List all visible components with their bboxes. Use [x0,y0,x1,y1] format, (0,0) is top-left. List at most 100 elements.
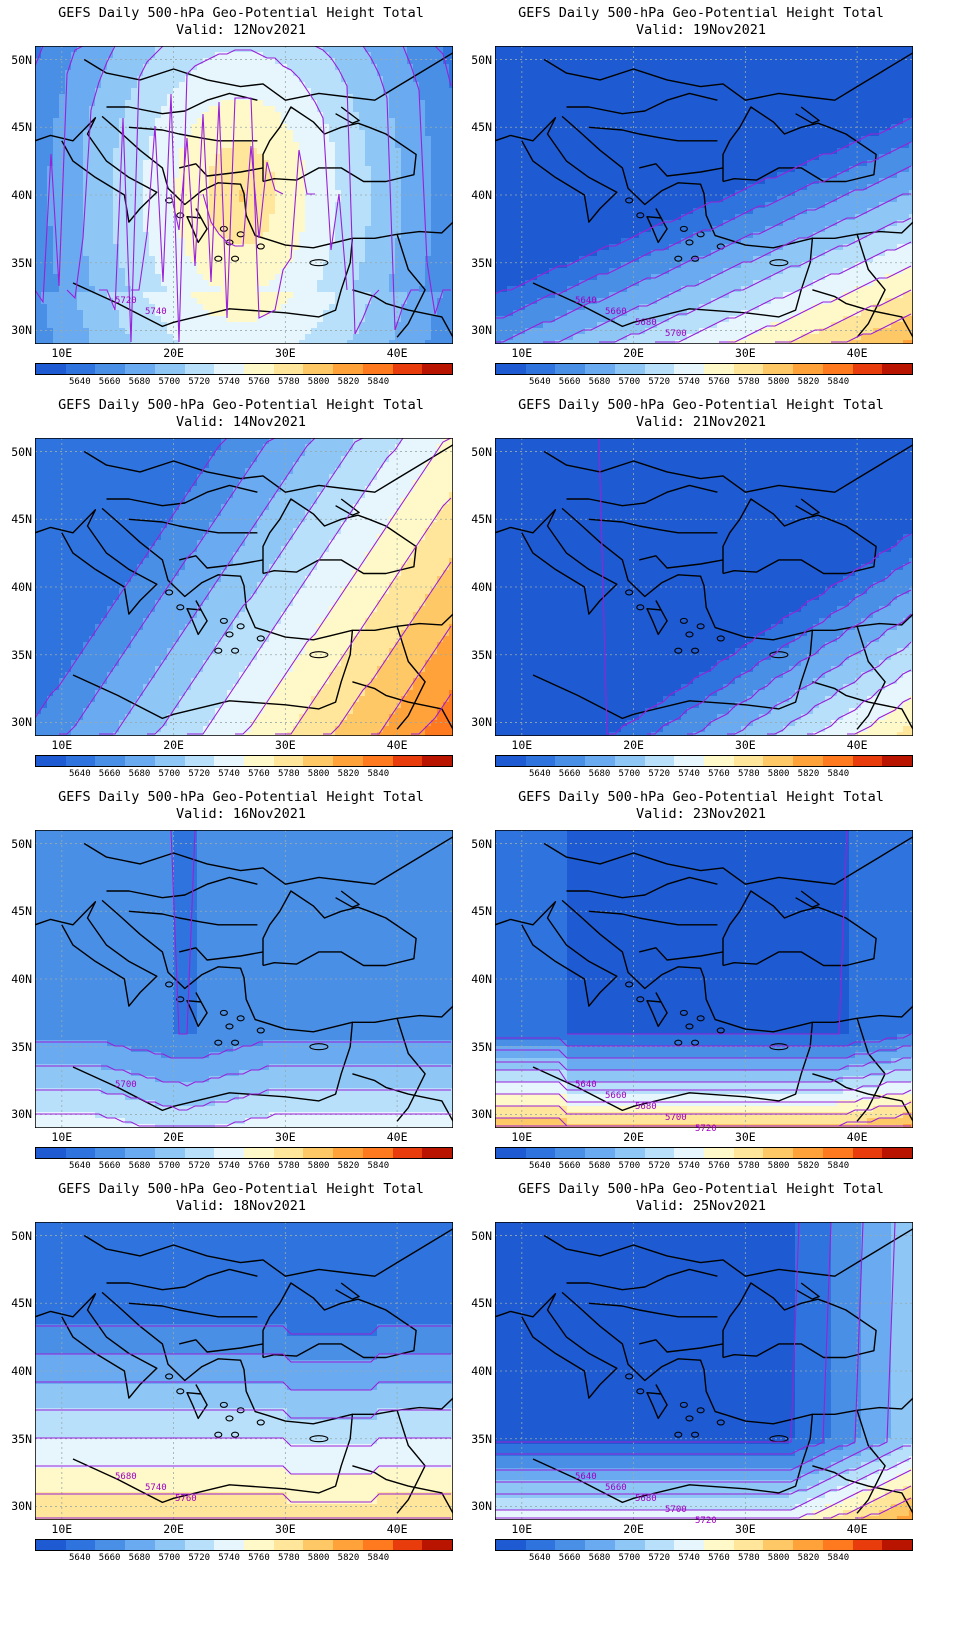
height-map [35,438,453,736]
colorbar-label: 5780 [274,769,304,779]
colorbar-label: 5640 [525,1553,555,1563]
colorbar-swatch [763,1148,794,1158]
latitude-label: 30N [0,715,32,729]
colorbar-swatch [496,1148,526,1158]
colorbar-swatch [674,756,705,766]
colorbar-label: 5840 [363,377,393,387]
colorbar-label: 5780 [274,1161,304,1171]
colorbar-label: 5840 [823,377,853,387]
latitude-label: 30N [460,323,492,337]
map-panel: GEFS Daily 500-hPa Geo-Potential Height … [460,392,942,802]
colorbar-swatch [422,1540,453,1550]
contour-label: 5740 [145,307,167,317]
colorbar-swatch [704,1540,734,1550]
colorbar-swatch [882,756,913,766]
longitude-label: 40E [837,738,877,752]
colorbar-swatch [244,364,274,374]
colorbar-label: 5840 [363,1553,393,1563]
colorbar-label: 5680 [585,1553,615,1563]
latitude-label: 30N [460,715,492,729]
latitude-label: 35N [460,256,492,270]
colorbar-label: 5820 [334,769,364,779]
colorbar-swatch [555,756,586,766]
colorbar-swatch [214,756,245,766]
colorbar-label: 5740 [674,1161,704,1171]
colorbar-label: 5700 [614,769,644,779]
longitude-label: 40E [377,346,417,360]
colorbar-label: 5760 [704,1161,734,1171]
colorbar-swatch [555,1540,586,1550]
longitude-label: 10E [502,346,542,360]
colorbar-swatch [422,1148,453,1158]
colorbar-swatch [793,364,823,374]
colorbar [35,363,453,375]
map-svg [495,46,913,344]
colorbar-label: 5740 [214,1553,244,1563]
contour-label: 5680 [635,318,657,328]
colorbar-swatch [422,364,453,374]
colorbar-label: 5720 [184,1161,214,1171]
longitude-label: 30E [265,738,305,752]
colorbar-swatch [852,756,883,766]
map-svg [35,1222,453,1520]
colorbar-swatch [644,1540,675,1550]
latitude-label: 30N [0,1499,32,1513]
latitude-label: 30N [0,323,32,337]
map-svg [495,830,913,1128]
colorbar-swatch [362,756,393,766]
panel-title: GEFS Daily 500-hPa Geo-Potential Height … [460,397,942,413]
longitude-label: 20E [614,346,654,360]
colorbar-swatch [362,1148,393,1158]
colorbar-label: 5820 [794,1553,824,1563]
map-panel: GEFS Daily 500-hPa Geo-Potential Height … [460,0,942,410]
colorbar [495,755,913,767]
colorbar-swatch [154,1540,185,1550]
colorbar-label: 5820 [794,769,824,779]
colorbar-label: 5700 [154,1553,184,1563]
map-panel: GEFS Daily 500-hPa Geo-Potential Height … [460,784,942,1194]
height-map [495,46,913,344]
colorbar-label: 5720 [184,1553,214,1563]
colorbar-swatch [184,1540,215,1550]
colorbar-label: 5780 [734,1161,764,1171]
colorbar-label: 5760 [244,377,274,387]
colorbar-label: 5740 [214,1161,244,1171]
latitude-label: 30N [460,1107,492,1121]
colorbar-swatch [214,1148,245,1158]
colorbar-swatch [704,756,734,766]
colorbar-swatch [392,1540,423,1550]
map-panel: GEFS Daily 500-hPa Geo-Potential Height … [0,0,482,410]
longitude-label: 10E [502,1522,542,1536]
contour-label: 5680 [635,1102,657,1112]
colorbar-label: 5640 [525,1161,555,1171]
colorbar-label: 5680 [125,1161,155,1171]
longitude-label: 30E [725,738,765,752]
map-svg [35,830,453,1128]
colorbar-swatch [496,756,526,766]
colorbar-label: 5800 [764,377,794,387]
colorbar-swatch [704,364,734,374]
colorbar-label: 5820 [794,377,824,387]
colorbar-swatch [525,1148,556,1158]
colorbar-label: 5740 [674,377,704,387]
colorbar-label: 5660 [95,1161,125,1171]
colorbar-swatch [496,1540,526,1550]
colorbar-swatch [525,756,556,766]
colorbar-swatch [763,364,794,374]
colorbar-swatch [333,756,363,766]
latitude-label: 50N [460,1229,492,1243]
height-map [495,830,913,1128]
colorbar-swatch [184,756,215,766]
latitude-label: 50N [0,53,32,67]
colorbar-label: 5840 [823,769,853,779]
colorbar [495,1147,913,1159]
height-map [35,830,453,1128]
latitude-label: 40N [0,972,32,986]
map-svg [495,1222,913,1520]
map-panel: GEFS Daily 500-hPa Geo-Potential Height … [0,392,482,802]
colorbar-label: 5660 [555,1553,585,1563]
map-svg [35,438,453,736]
colorbar-label: 5780 [734,377,764,387]
colorbar-swatch [273,1148,304,1158]
latitude-label: 50N [0,837,32,851]
